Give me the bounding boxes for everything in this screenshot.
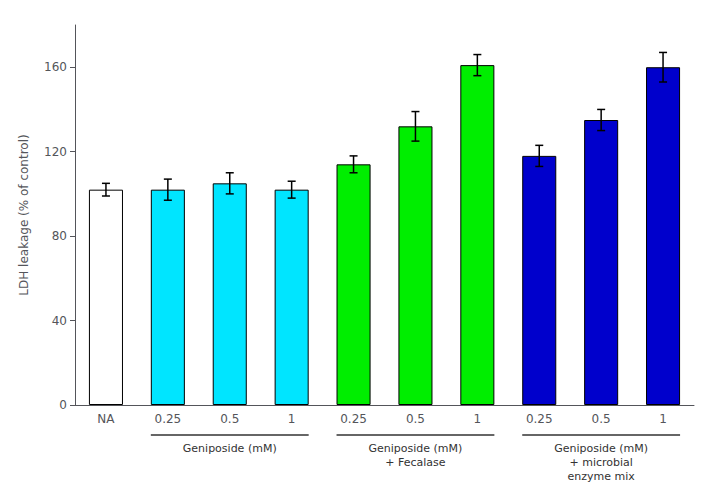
- svg-text:0: 0: [59, 398, 67, 412]
- svg-text:80: 80: [52, 229, 67, 243]
- svg-text:+ microbial: + microbial: [569, 456, 632, 469]
- svg-text:1: 1: [659, 412, 667, 426]
- svg-text:0.5: 0.5: [220, 412, 239, 426]
- svg-text:Geniposide (mM): Geniposide (mM): [369, 442, 463, 455]
- svg-text:0.5: 0.5: [406, 412, 425, 426]
- svg-text:1: 1: [474, 412, 482, 426]
- svg-text:160: 160: [44, 60, 67, 74]
- svg-text:LDH leakage (% of control): LDH leakage (% of control): [17, 134, 31, 295]
- svg-text:0.25: 0.25: [526, 412, 553, 426]
- svg-text:Geniposide (mM): Geniposide (mM): [183, 442, 277, 455]
- svg-text:0.5: 0.5: [592, 412, 611, 426]
- svg-text:+ Fecalase: + Fecalase: [385, 456, 446, 469]
- svg-text:0.25: 0.25: [154, 412, 181, 426]
- svg-text:120: 120: [44, 145, 67, 159]
- svg-text:NA: NA: [97, 412, 115, 426]
- svg-text:40: 40: [52, 314, 67, 328]
- svg-text:Geniposide (mM): Geniposide (mM): [554, 442, 648, 455]
- svg-text:1: 1: [288, 412, 296, 426]
- svg-text:0.25: 0.25: [340, 412, 367, 426]
- svg-text:enzyme mix: enzyme mix: [568, 470, 636, 483]
